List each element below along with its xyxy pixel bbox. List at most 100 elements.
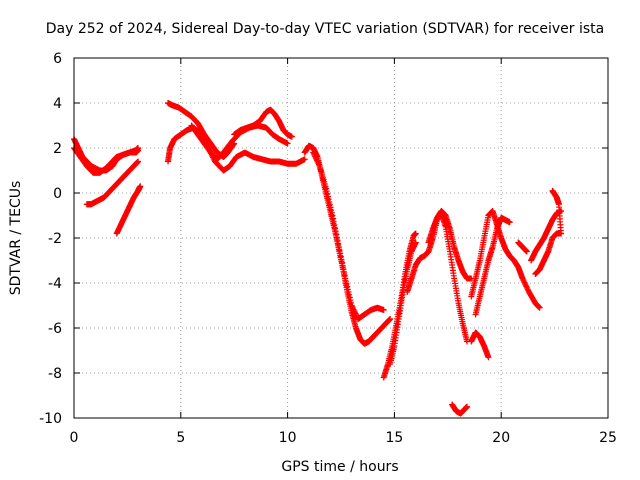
y-axis-label: SDTVAR / TECUs (8, 181, 24, 296)
data-point (344, 283, 351, 290)
data-point (314, 158, 321, 165)
data-point (311, 152, 318, 159)
data-point (351, 309, 358, 316)
data-point (345, 289, 352, 295)
data-point (349, 303, 356, 310)
y-tick-label: -4 (48, 276, 62, 292)
data-point (336, 247, 343, 254)
data-point (288, 133, 295, 140)
data-point (315, 160, 322, 167)
data-point (524, 284, 531, 291)
data-point (412, 230, 419, 237)
data-point (314, 157, 321, 164)
data-point (310, 149, 317, 156)
series-arc-r (472, 214, 513, 318)
series-arc-v (549, 187, 565, 237)
series-arc-p (468, 329, 492, 361)
data-point (332, 225, 339, 232)
y-tick-label: -10 (39, 411, 62, 427)
data-point (485, 354, 492, 361)
axis-ticks: 0 5 10 15 20 25 -10 -8 -6 -4 -2 0 2 4 6 (39, 51, 617, 446)
series-arc-s (528, 208, 565, 264)
data-point (324, 190, 331, 197)
y-tick-label: 0 (53, 186, 62, 202)
data-point (333, 234, 340, 241)
data-point (351, 307, 358, 314)
data-point (464, 403, 471, 410)
grid-lines (74, 58, 608, 418)
data-point (349, 305, 356, 312)
data-point (522, 282, 529, 289)
data-point (315, 161, 322, 168)
plot-frame (73, 57, 609, 419)
data-point (135, 147, 142, 154)
series-arc-o (449, 401, 471, 417)
series-arc-l (387, 239, 419, 367)
data-point (558, 230, 565, 237)
data-point (337, 250, 344, 257)
data-point (346, 291, 353, 298)
data-point (342, 275, 349, 282)
y-tick-label: 4 (53, 96, 62, 112)
series-arc-i (301, 142, 394, 347)
data-point (523, 283, 530, 290)
data-point (340, 266, 347, 273)
x-tick-label: 5 (176, 430, 185, 446)
data-point (536, 304, 543, 311)
data-point (352, 310, 359, 317)
chart-title: Day 252 of 2024, Sidereal Day-to-day VTE… (46, 21, 604, 37)
series-arc-b (71, 145, 142, 176)
data-point (339, 262, 346, 269)
data-point (327, 204, 334, 211)
data-point (347, 297, 354, 304)
y-tick-label: -6 (48, 321, 62, 337)
data-point (522, 280, 529, 287)
data-point (323, 185, 330, 192)
data-point (338, 256, 345, 263)
data-points (71, 100, 565, 417)
data-point (328, 209, 335, 216)
series-arc-u (515, 239, 530, 255)
data-point (341, 272, 348, 279)
data-point (335, 240, 342, 247)
data-point (137, 183, 144, 190)
data-point (335, 244, 342, 250)
data-point (521, 279, 528, 286)
data-point (343, 280, 350, 287)
data-point (520, 278, 527, 285)
data-point (331, 221, 338, 228)
x-tick-label: 10 (279, 430, 297, 446)
x-tick-label: 15 (385, 430, 403, 446)
data-point (284, 140, 291, 147)
data-point (348, 299, 355, 306)
data-point (333, 231, 340, 238)
series-arc-m (404, 210, 471, 345)
data-point (523, 248, 530, 255)
series-arc-e (164, 124, 308, 174)
y-tick-label: 6 (53, 51, 62, 67)
data-point (330, 215, 337, 222)
x-tick-label: 25 (599, 430, 617, 446)
data-point (332, 228, 339, 235)
data-point (325, 196, 332, 203)
data-point (312, 154, 319, 161)
data-point (301, 156, 308, 163)
data-point (348, 302, 355, 309)
y-tick-label: 2 (53, 141, 62, 157)
data-point (326, 201, 333, 208)
data-point (353, 311, 360, 318)
series-arc-h (231, 106, 295, 140)
data-point (324, 193, 331, 200)
data-point (330, 218, 337, 225)
data-point (312, 153, 319, 160)
data-point (334, 237, 341, 244)
data-point (310, 150, 317, 157)
data-point (412, 239, 419, 246)
data-point (323, 188, 330, 195)
data-point (329, 212, 336, 219)
series-arc-c (83, 158, 142, 208)
x-axis-label: GPS time / hours (281, 459, 398, 475)
x-tick-label: 20 (492, 430, 510, 446)
data-point (344, 286, 351, 293)
